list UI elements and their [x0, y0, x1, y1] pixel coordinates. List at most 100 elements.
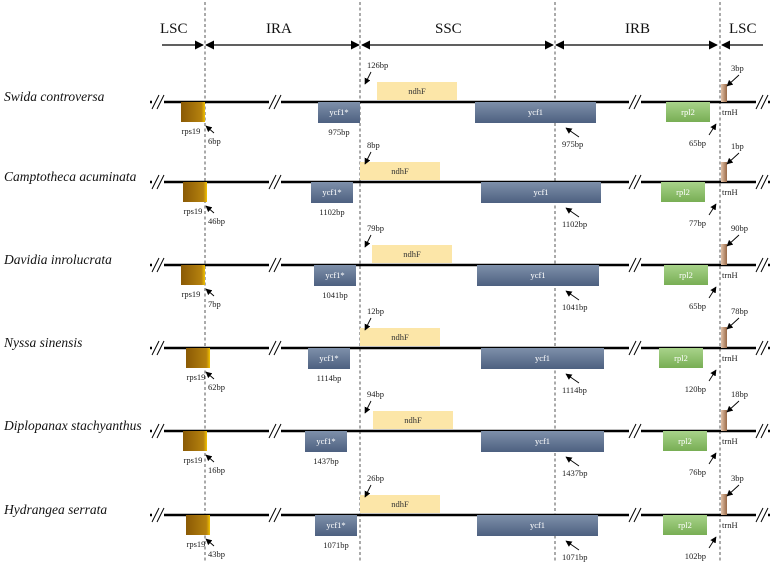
ndhf-label: ndhF [408, 86, 426, 96]
rpl2-bp-label: 120bp [685, 384, 706, 394]
break-mark-left [151, 94, 165, 110]
ycf1-label: ycf1 [530, 270, 545, 280]
break-slash [151, 507, 160, 523]
rps19-bp-arrow [205, 125, 215, 134]
ycf1-partial-gene [311, 182, 353, 203]
break-slash [273, 174, 282, 190]
trnh-label: trnH [722, 107, 738, 117]
break-mark-left [151, 174, 165, 190]
break-slash [633, 423, 642, 439]
trnh-label: trnH [722, 520, 738, 530]
trnh-bp-label: 90bp [731, 223, 748, 233]
break-mark-left [151, 257, 165, 273]
species-name: Davidia inrolucrata [3, 252, 112, 267]
trnh-bp-label: 78bp [731, 306, 748, 316]
rps19-gene [183, 431, 207, 451]
trnh-bp-arrow [726, 152, 740, 165]
trnh-label: trnH [722, 353, 738, 363]
break-mark-irb [628, 94, 642, 110]
break-mark-irb [628, 340, 642, 356]
break-slash [268, 94, 277, 110]
ycf1-bp-label: 1041bp [562, 302, 588, 312]
rps19-label: rps19 [184, 455, 203, 465]
break-gap [629, 99, 641, 105]
trnh-bp-label: 18bp [731, 389, 748, 399]
rpl2-gene [664, 265, 708, 285]
break-slash [151, 340, 160, 356]
ycf1-label: ycf1 [528, 107, 543, 117]
rpl2-bp-arrow [708, 452, 717, 465]
rpl2-label: rpl2 [674, 353, 688, 363]
trnh-gene [721, 244, 727, 265]
rpl2-gene [663, 515, 707, 535]
rps19-label: rps19 [182, 126, 201, 136]
ycf1-bp-label: 1114bp [562, 385, 587, 395]
ndhf-gene [360, 495, 440, 513]
break-slash [755, 340, 764, 356]
rpl2-bp-label: 65bp [689, 301, 706, 311]
ndhf-bp-label: 94bp [367, 389, 384, 399]
break-mark-right [755, 507, 769, 523]
ycf1-partial-gene [318, 102, 360, 123]
break-slash [268, 174, 277, 190]
break-slash [760, 257, 769, 273]
break-slash [760, 507, 769, 523]
rps19-label: rps19 [182, 289, 201, 299]
ndhf-label: ndhF [391, 332, 409, 342]
rpl2-label: rpl2 [676, 187, 690, 197]
break-gap [756, 428, 768, 434]
break-slash [755, 257, 764, 273]
ndhf-bp-arrow [364, 71, 372, 85]
rps19-gene [181, 265, 205, 285]
break-gap [629, 345, 641, 351]
rps19-bp-arrow [205, 288, 215, 297]
break-slash [273, 423, 282, 439]
ndhf-bp-arrow [364, 317, 372, 331]
rps19-bp-arrow [205, 538, 215, 547]
break-gap [152, 345, 164, 351]
region-label-lsc-left: LSC [160, 21, 188, 37]
break-slash [755, 507, 764, 523]
ycf1-bp-arrow [565, 373, 580, 384]
trnh-gene [721, 162, 727, 182]
break-mark-right [755, 94, 769, 110]
trnh-bp-label: 3bp [731, 473, 744, 483]
species-name: Hydrangea serrata [3, 502, 107, 517]
break-slash [628, 507, 637, 523]
ycf1-partial-label: ycf1* [322, 187, 341, 197]
junction-lines [204, 2, 721, 563]
break-slash [151, 423, 160, 439]
break-mark-ira [268, 423, 282, 439]
species-row: Diplopanax stachyanthus ndhF 94bp ycf1* 1437… [3, 389, 770, 478]
break-gap [152, 262, 164, 268]
trnh-bp-arrow [726, 484, 740, 497]
ycf1-gene [475, 102, 596, 123]
break-mark-ira [268, 94, 282, 110]
species-rows: Swida controversa ndhF 126bp ycf1* 975bp ycf1… [3, 60, 770, 562]
break-slash [628, 94, 637, 110]
break-slash [760, 174, 769, 190]
trnh-gene [721, 84, 727, 102]
species-row: Hydrangea serrata ndhF 26bp ycf1* 1071bp ycf1… [3, 473, 770, 562]
break-gap [756, 512, 768, 518]
break-slash [633, 94, 642, 110]
trnh-bp-label: 3bp [731, 63, 744, 73]
break-slash [633, 257, 642, 273]
ycf1-label: ycf1 [530, 520, 545, 530]
trnh-label: trnH [722, 187, 738, 197]
trnh-bp-arrow [726, 400, 740, 413]
break-mark-right [755, 174, 769, 190]
break-slash [156, 423, 165, 439]
region-label-irb: IRB [625, 21, 650, 37]
break-slash [273, 340, 282, 356]
species-row: Davidia inrolucrata ndhF 79bp ycf1* 1041bp yc… [3, 223, 770, 312]
break-slash [633, 507, 642, 523]
ycf1-partial-bp-label: 1071bp [323, 540, 349, 550]
rps19-bp-label: 43bp [208, 549, 225, 559]
species-row: Nyssa sinensis ndhF 12bp ycf1* 1114bp ycf1 111… [3, 306, 770, 395]
trnh-bp-label: 1bp [731, 141, 744, 151]
ndhf-bp-arrow [364, 234, 372, 248]
break-gap [756, 99, 768, 105]
